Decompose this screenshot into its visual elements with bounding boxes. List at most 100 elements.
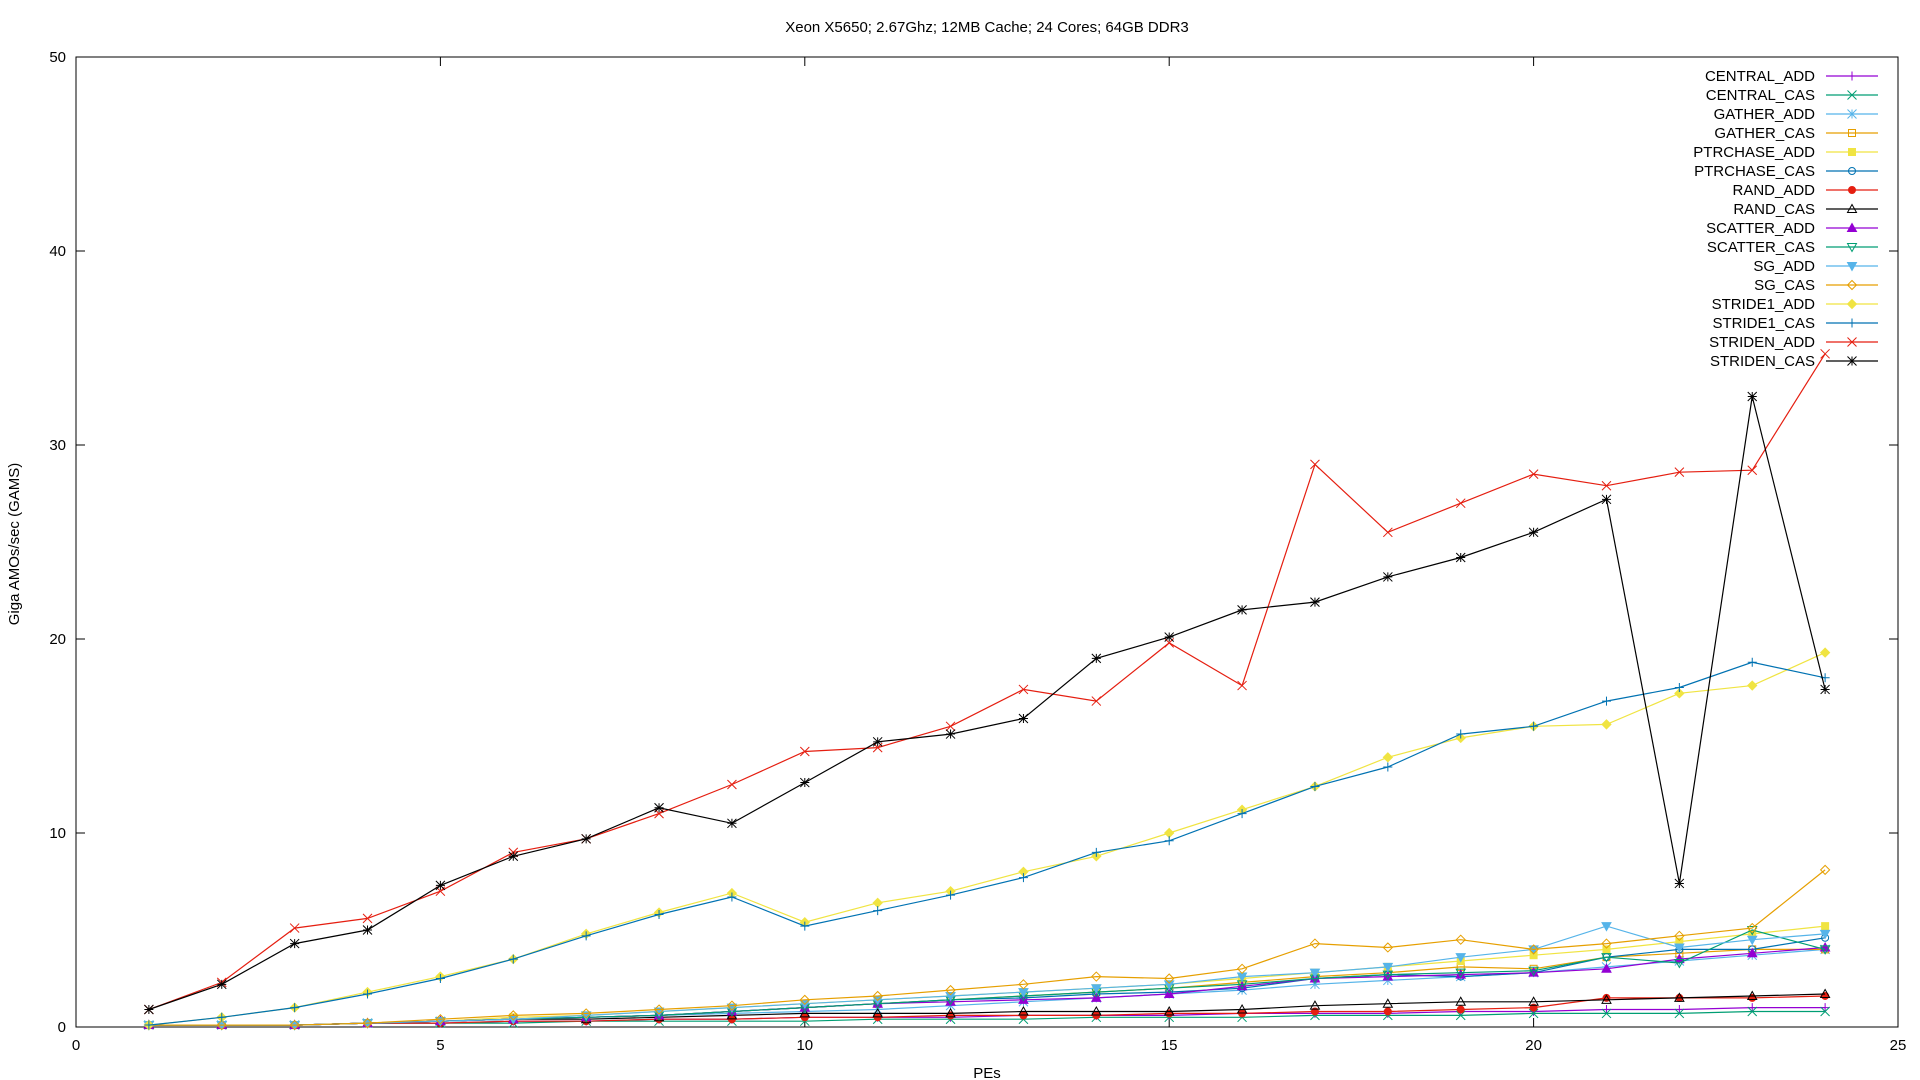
data-point <box>799 994 811 1006</box>
data-point <box>1382 752 1394 763</box>
data-point <box>873 906 883 916</box>
legend-label: SG_CAS <box>1754 277 1815 294</box>
data-point <box>1601 1005 1611 1015</box>
data-point <box>1164 836 1174 846</box>
series-striden-add <box>144 348 1830 1015</box>
y-tick-label: 50 <box>49 49 66 66</box>
data-point <box>1674 930 1685 942</box>
legend-item-gather-add: GATHER_ADD <box>1714 106 1878 123</box>
legend-item-rand-cas: RAND_CAS <box>1733 201 1878 218</box>
data-point <box>1746 935 1758 946</box>
data-point <box>1309 1000 1321 1010</box>
legend-item-striden-cas: STRIDEN_CAS <box>1710 353 1878 370</box>
data-point <box>1601 994 1612 1004</box>
legend-label: SCATTER_ADD <box>1706 220 1815 237</box>
data-point <box>1310 781 1320 791</box>
data-point <box>872 897 883 909</box>
data-point <box>1819 929 1831 940</box>
legend-label: SG_ADD <box>1753 258 1815 275</box>
data-point <box>945 1007 956 1018</box>
data-point <box>1847 71 1857 81</box>
axes: 0 5 10 15 20 25 0 10 20 30 40 50 <box>49 49 1906 1054</box>
data-point <box>1819 864 1831 876</box>
series-line-sg-cas <box>148 869 1826 1026</box>
data-point <box>1747 1006 1758 1017</box>
legend-label: STRIDEN_ADD <box>1709 334 1815 351</box>
data-point <box>580 1008 592 1019</box>
data-point <box>1163 980 1175 990</box>
series-line-striden-add <box>148 353 1826 1011</box>
data-point <box>1674 958 1685 969</box>
data-point <box>1528 1008 1539 1019</box>
data-point <box>216 979 227 990</box>
data-point <box>1747 657 1757 667</box>
x-tick-label: 20 <box>1525 1037 1542 1054</box>
data-point <box>1382 942 1394 953</box>
y-axis-label: Giga AMOs/sec (GAMS) <box>6 463 23 626</box>
x-tick-label: 0 <box>72 1037 80 1054</box>
legend-item-ptrchase-cas: PTRCHASE_CAS <box>1694 163 1878 180</box>
y-tick-label: 40 <box>49 243 66 260</box>
data-point <box>1747 391 1758 402</box>
data-point <box>435 1014 446 1025</box>
y-tick-label: 30 <box>49 437 66 454</box>
data-point <box>1746 990 1758 1000</box>
data-point <box>508 851 519 862</box>
data-point <box>1820 348 1830 359</box>
data-point <box>1018 684 1029 695</box>
legend-item-striden-add: STRIDEN_ADD <box>1709 334 1878 351</box>
data-point <box>1601 953 1612 963</box>
data-point <box>1674 1008 1685 1019</box>
data-point <box>1455 498 1466 509</box>
data-point <box>1528 527 1539 538</box>
data-point <box>1018 1005 1029 1016</box>
data-point <box>1091 696 1102 706</box>
series-striden-cas <box>144 391 1830 1015</box>
data-point <box>1528 966 1539 977</box>
data-point <box>1018 873 1028 883</box>
legend-label: RAND_ADD <box>1732 182 1815 199</box>
legend-label: STRIDE1_CAS <box>1712 315 1815 332</box>
series-line-sg-add <box>148 925 1826 1026</box>
data-point <box>1018 994 1029 1004</box>
data-point <box>1820 1006 1830 1017</box>
data-point <box>1601 494 1612 505</box>
data-point <box>1819 647 1831 658</box>
data-point <box>362 1017 373 1029</box>
legend-item-scatter-cas: SCATTER_CAS <box>1707 239 1878 256</box>
legend-item-sg-cas: SG_CAS <box>1754 277 1878 294</box>
legend-item-rand-add: RAND_ADD <box>1732 182 1878 199</box>
x-tick-label: 15 <box>1161 1037 1178 1054</box>
data-point <box>1310 1007 1319 1016</box>
data-point <box>1674 688 1685 699</box>
x-tick-label: 5 <box>436 1037 444 1054</box>
data-point <box>945 991 956 1002</box>
data-point <box>1237 809 1247 819</box>
data-point <box>872 990 883 1002</box>
data-point <box>654 909 664 919</box>
data-point <box>508 1010 519 1021</box>
data-point <box>727 779 737 790</box>
legend-label: PTRCHASE_ADD <box>1693 144 1815 161</box>
data-point <box>1163 827 1175 839</box>
data-point <box>1383 762 1393 772</box>
data-point <box>799 777 810 788</box>
data-point <box>1601 963 1612 973</box>
data-point <box>799 746 810 757</box>
data-point <box>1383 1007 1392 1016</box>
y-tick-label: 10 <box>49 825 66 842</box>
data-point <box>290 1003 300 1013</box>
legend-label: GATHER_ADD <box>1714 106 1816 123</box>
legend-label: CENTRAL_CAS <box>1706 87 1815 104</box>
data-point <box>1747 922 1758 934</box>
data-point <box>946 890 956 900</box>
data-point <box>1382 962 1394 973</box>
data-point <box>1382 998 1394 1008</box>
series-central-add <box>144 1003 1830 1030</box>
legend-item-sg-add: SG_ADD <box>1753 258 1878 275</box>
data-point <box>1820 684 1830 695</box>
data-point <box>1236 1004 1248 1014</box>
legend-label: SCATTER_CAS <box>1707 239 1815 256</box>
data-point <box>1847 109 1857 119</box>
data-point <box>144 1020 154 1030</box>
